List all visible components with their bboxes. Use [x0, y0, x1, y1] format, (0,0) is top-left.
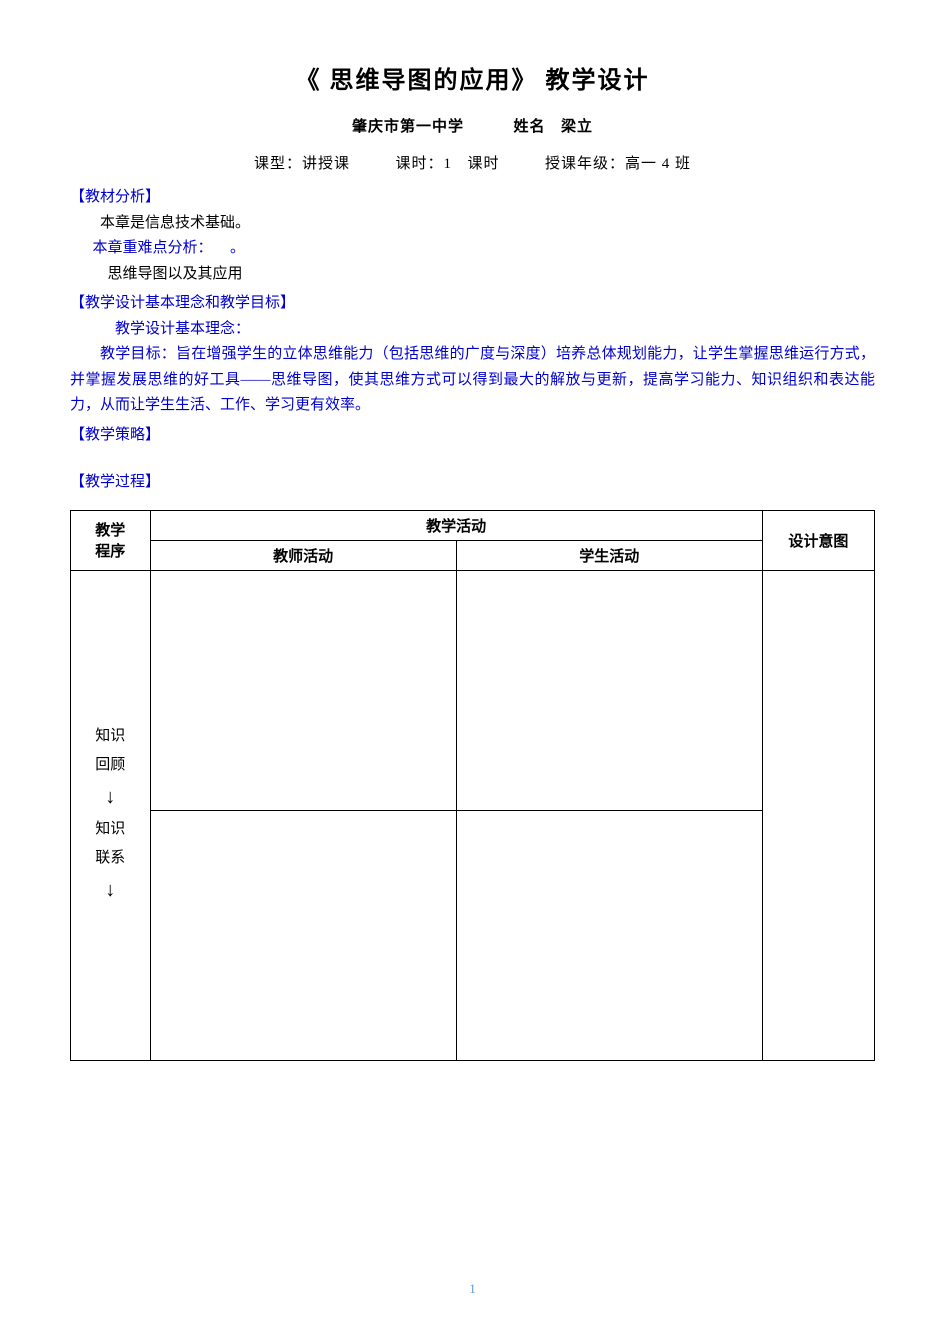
chapter-difficulty-line: 本章重难点分析： 。: [70, 236, 875, 262]
grade-value: 高一 4 班: [625, 156, 691, 172]
strategy-heading: 【教学策略】: [70, 423, 875, 449]
meta-line: 课型：讲授课 课时：1 课时 授课年级：高一 4 班: [70, 152, 875, 173]
down-arrow-icon: ↓: [77, 785, 144, 809]
proc-line-4: 联系: [95, 850, 125, 866]
teacher-activity-cell-1: [150, 570, 456, 810]
name-label: 姓名: [513, 119, 545, 135]
material-analysis-text: 本章是信息技术基础。: [70, 211, 875, 237]
page-number: 1: [0, 1281, 945, 1297]
down-arrow-icon: ↓: [77, 878, 144, 902]
material-analysis-heading: 【教材分析】: [70, 185, 875, 211]
type-label: 课型：: [254, 156, 302, 172]
period-unit: 课时: [468, 156, 500, 172]
grade-label: 授课年级：: [545, 156, 625, 172]
header-teacher: 教师活动: [150, 540, 456, 570]
design-intent-cell: [762, 570, 874, 1060]
student-activity-cell-2: [456, 810, 762, 1060]
subtitle-line: 肇庆市第一中学 姓名 梁立: [70, 115, 875, 136]
table-header-row-2: 教师活动 学生活动: [71, 540, 875, 570]
process-heading: 【教学过程】: [70, 470, 875, 496]
name-value: 梁立: [561, 119, 593, 135]
type-value: 讲授课: [302, 156, 350, 172]
teaching-goal-para: 教学目标：旨在增强学生的立体思维能力（包括思维的广度与深度）培养总体规划能力，让…: [70, 342, 875, 419]
proc-line-2: 回顾: [95, 757, 125, 773]
chapter-difficulty-dot: 。: [230, 240, 245, 256]
chapter-difficulty-text: 思维导图以及其应用: [70, 262, 875, 288]
page-title: 《 思维导图的应用》 教学设计: [70, 60, 875, 95]
table-header-row-1: 教学 程序 教学活动 设计意图: [71, 510, 875, 540]
proc-line-1: 知识: [95, 728, 125, 744]
student-activity-cell-1: [456, 570, 762, 810]
design-concept-sub: 教学设计基本理念：: [70, 317, 875, 343]
design-concept-heading: 【教学设计基本理念和教学目标】: [70, 291, 875, 317]
procedure-cell: 知识 回顾 ↓ 知识 联系 ↓: [71, 570, 151, 1060]
header-student: 学生活动: [456, 540, 762, 570]
period-label: 课时：: [395, 156, 443, 172]
proc-line-3: 知识: [95, 821, 125, 837]
table-row: [71, 810, 875, 1060]
chapter-difficulty-heading: 本章重难点分析：: [93, 240, 213, 256]
header-procedure-line1: 教学: [95, 523, 125, 539]
period-value: 1: [444, 156, 453, 172]
table-row: 知识 回顾 ↓ 知识 联系 ↓: [71, 570, 875, 810]
goal-text: 旨在增强学生的立体思维能力（包括思维的广度与深度）培养总体规划能力，让学生掌握思…: [70, 346, 875, 413]
school-name: 肇庆市第一中学: [352, 119, 464, 135]
header-procedure-line2: 程序: [95, 544, 125, 560]
header-design: 设计意图: [762, 510, 874, 570]
lesson-table: 教学 程序 教学活动 设计意图 教师活动 学生活动 知识 回顾 ↓ 知识 联系 …: [70, 510, 875, 1061]
header-activities: 教学活动: [150, 510, 762, 540]
teacher-activity-cell-2: [150, 810, 456, 1060]
goal-label: 教学目标：: [100, 346, 176, 362]
header-procedure: 教学 程序: [71, 510, 151, 570]
